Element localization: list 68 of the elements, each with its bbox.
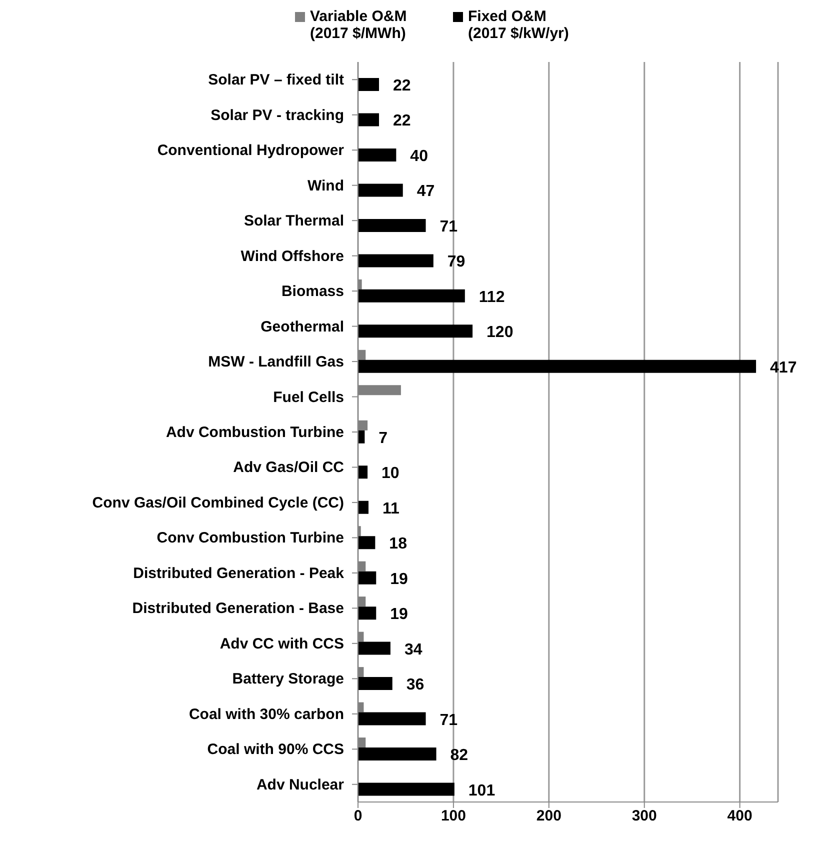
y-tick-label: Conv Combustion Turbine xyxy=(156,530,344,547)
data-label: 79 xyxy=(447,254,466,271)
y-tick-label: Distributed Generation - Base xyxy=(132,600,344,618)
y-tick-label: Coal with 90% CCS xyxy=(207,741,344,758)
bar xyxy=(358,148,396,162)
y-tick-label: Coal with 30% carbon xyxy=(188,706,344,723)
x-tick-label: 0 xyxy=(354,808,362,825)
bar xyxy=(358,536,376,550)
y-tick-label: Adv Combustion Turbine xyxy=(166,424,344,441)
bar xyxy=(358,748,436,761)
bar xyxy=(358,677,392,690)
bar xyxy=(358,571,376,584)
data-label: 47 xyxy=(416,183,435,200)
y-tick-label: Adv CC with CCS xyxy=(220,635,344,652)
y-tick-label: Conv Gas/Oil Combined Cycle (CC) xyxy=(92,494,344,512)
y-tick-label: Battery Storage xyxy=(232,670,344,688)
data-label: 112 xyxy=(478,288,505,306)
y-tick-label: Solar PV - tracking xyxy=(210,106,344,124)
data-label: 18 xyxy=(389,536,408,553)
bar xyxy=(358,254,434,268)
y-tick-label: Solar PV – fixed tilt xyxy=(208,72,344,89)
y-tick-label: Conventional Hydropower xyxy=(157,142,344,160)
bar xyxy=(358,360,756,373)
data-label: 22 xyxy=(393,112,411,130)
y-tick-label: Biomass xyxy=(281,283,344,300)
y-tick-label: Distributed Generation - Peak xyxy=(133,564,345,582)
y-tick-label: Geothermal xyxy=(260,318,344,336)
y-tick-label: MSW - Landfill Gas xyxy=(208,354,344,371)
bar xyxy=(358,782,454,796)
data-label: 120 xyxy=(486,324,514,342)
data-label: 71 xyxy=(440,218,458,236)
data-label: 22 xyxy=(393,78,411,94)
bar xyxy=(358,78,379,91)
data-label: 19 xyxy=(390,606,408,624)
y-tick-label: Wind xyxy=(307,177,344,194)
data-label: 71 xyxy=(440,712,458,729)
data-label: 417 xyxy=(770,359,797,376)
y-tick-label: Fuel Cells xyxy=(273,388,344,406)
y-tick-label: Wind Offshore xyxy=(240,248,344,265)
data-label: 19 xyxy=(390,570,408,588)
bar xyxy=(358,113,379,126)
bar xyxy=(358,606,376,620)
bar xyxy=(358,430,365,444)
bar xyxy=(358,642,390,655)
bar xyxy=(358,712,426,726)
data-label: 82 xyxy=(450,747,468,764)
legend-label: Fixed O&M (2017 $/kW/yr) xyxy=(468,8,570,42)
y-tick-label: Adv Nuclear xyxy=(256,776,344,794)
bar xyxy=(358,218,426,232)
bar xyxy=(358,289,465,302)
bar xyxy=(358,184,403,197)
bar xyxy=(358,500,368,514)
data-label: 11 xyxy=(382,500,400,518)
data-label: 34 xyxy=(404,641,422,658)
data-label: 10 xyxy=(382,465,400,482)
data-label: 7 xyxy=(378,430,388,447)
x-tick-label: 100 xyxy=(440,808,466,825)
bar xyxy=(358,324,473,338)
legend-label: Variable O&M (2017 $/MWh) xyxy=(310,8,408,42)
x-tick-label: 400 xyxy=(727,808,752,825)
x-tick-label: 300 xyxy=(632,808,657,825)
bar xyxy=(358,466,368,479)
y-tick-label: Solar Thermal xyxy=(244,212,344,230)
data-label: 40 xyxy=(410,148,428,165)
data-label: 36 xyxy=(406,676,424,694)
x-tick-label: 200 xyxy=(536,808,562,825)
data-label: 101 xyxy=(468,782,496,800)
y-tick-label: Adv Gas/Oil CC xyxy=(233,459,344,476)
